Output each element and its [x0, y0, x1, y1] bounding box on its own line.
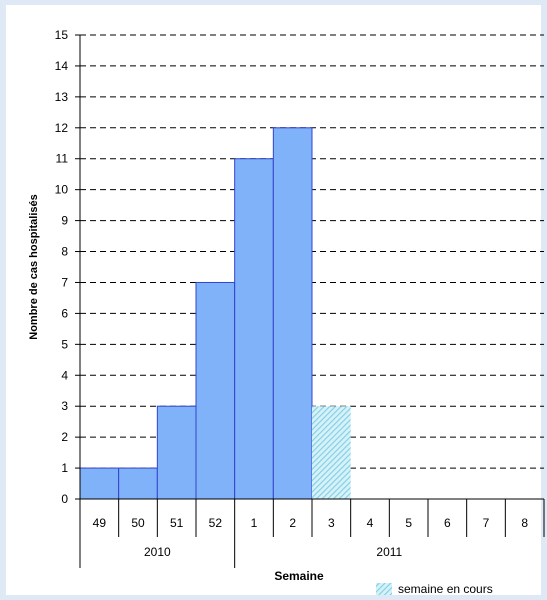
y-tick-label: 9	[61, 214, 68, 228]
x-tick-label: 51	[170, 516, 184, 530]
axes	[75, 34, 545, 568]
x-tick-label: 8	[521, 516, 528, 530]
y-tick-label: 13	[55, 90, 69, 104]
legend: semaine en cours	[376, 582, 493, 596]
x-tick-labels: 49 50 51 52 1 2 3 4 5 6 7 8	[93, 516, 529, 530]
x-tick-label: 3	[328, 516, 335, 530]
x-tick-label: 6	[444, 516, 451, 530]
year-group-label: 2011	[376, 545, 402, 559]
y-tick-label: 15	[55, 28, 69, 42]
bar	[79, 467, 120, 500]
x-axis-title: Semaine	[274, 569, 324, 583]
y-tick-label: 8	[61, 245, 68, 259]
y-tick-label: 6	[61, 306, 68, 320]
year-group-labels: 2010 2011	[144, 545, 403, 559]
y-tick-label: 7	[61, 275, 68, 289]
bars	[79, 127, 351, 500]
bar	[156, 405, 197, 500]
x-tick-label: 5	[405, 516, 412, 530]
x-tick-label: 7	[483, 516, 490, 530]
x-tick-label: 52	[209, 516, 223, 530]
legend-label: semaine en cours	[398, 582, 493, 596]
y-tick-label: 4	[61, 368, 68, 382]
y-tick-label: 3	[61, 399, 68, 413]
bar	[272, 127, 313, 500]
y-tick-label: 11	[56, 152, 69, 166]
bar-current-week	[312, 406, 351, 499]
y-tick-label: 5	[61, 337, 68, 351]
y-tick-label: 12	[55, 121, 69, 135]
x-tick-label: 1	[251, 516, 258, 530]
y-tick-label: 1	[61, 461, 68, 475]
y-tick-label: 0	[61, 492, 68, 506]
x-tick-label: 50	[131, 516, 145, 530]
y-tick-label: 2	[61, 430, 68, 444]
bar	[234, 158, 274, 500]
x-tick-label: 49	[93, 516, 107, 530]
y-tick-label: 14	[55, 59, 69, 73]
legend-swatch	[376, 583, 392, 595]
y-axis-title: Nombre de cas hospitalisés	[28, 194, 40, 340]
bar	[118, 467, 158, 500]
x-tick-label: 4	[367, 516, 374, 530]
bar	[195, 281, 236, 500]
year-group-label: 2010	[144, 545, 171, 559]
y-tick-label: 10	[55, 183, 69, 197]
x-tick-label: 2	[289, 516, 296, 530]
